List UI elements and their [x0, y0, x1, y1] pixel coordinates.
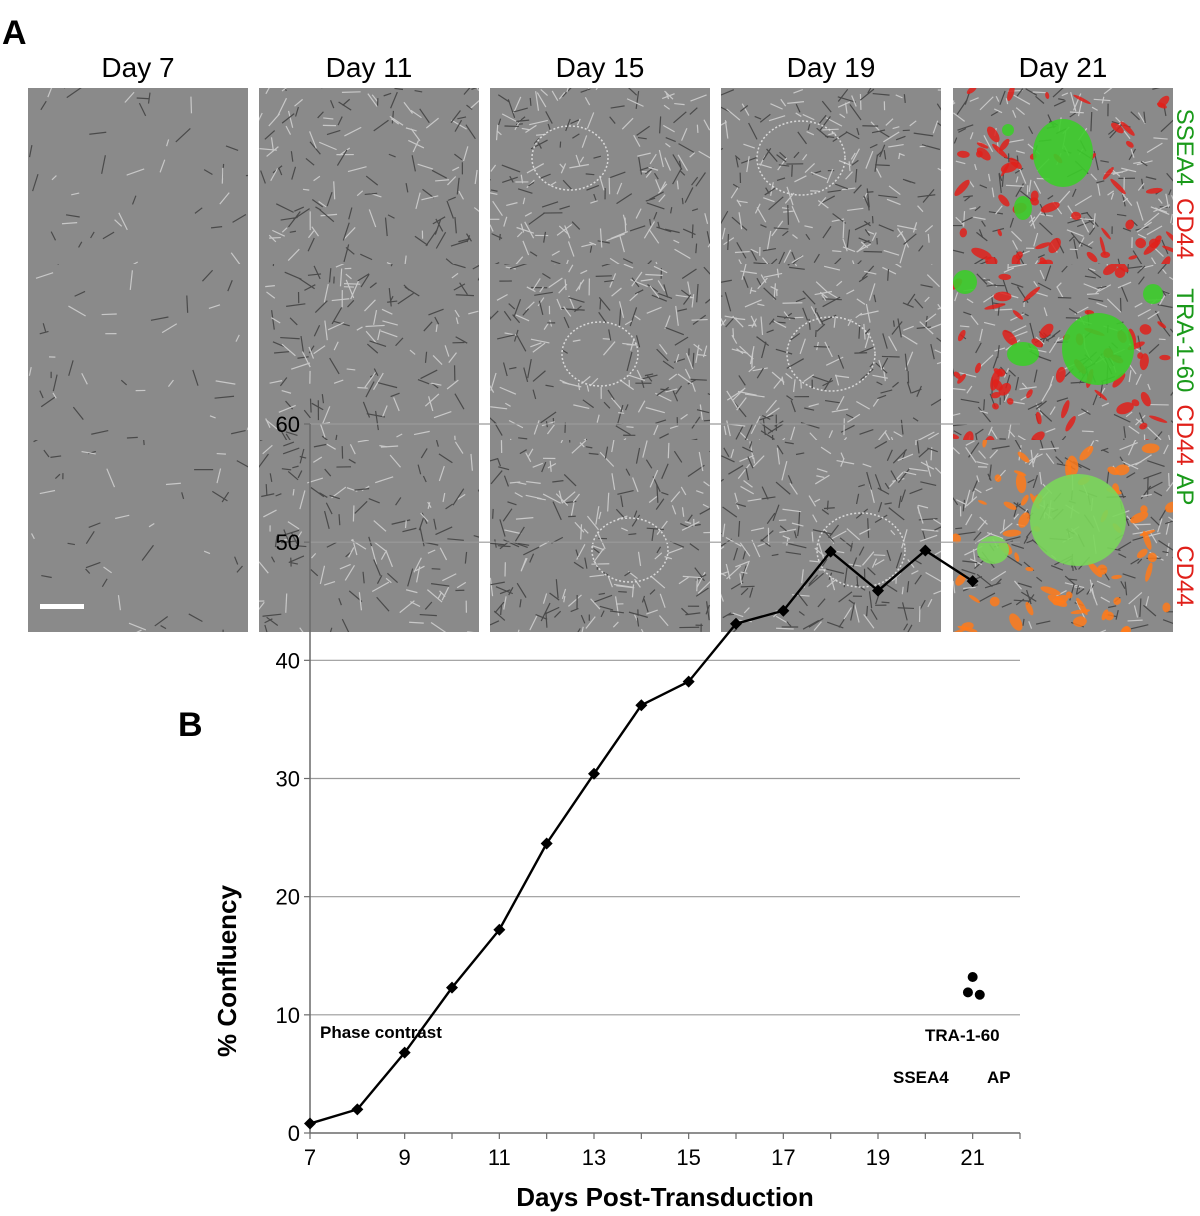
- data-point-day-8: [351, 1103, 364, 1116]
- data-point-day-21: [966, 575, 979, 588]
- annotation-phase-contrast: Phase contrast: [320, 1023, 442, 1042]
- point-ssea4: [962, 987, 973, 998]
- annotation-ap: AP: [987, 1068, 1011, 1087]
- y-tick-label-0: 0: [288, 1121, 300, 1146]
- x-tick-label-13: 13: [582, 1145, 606, 1170]
- micrograph-row-3-col-5: [953, 440, 1173, 632]
- micrograph-row-2-col-1: [28, 264, 248, 456]
- micrograph-row-2-col-5: [953, 264, 1173, 456]
- data-point-day-18: [824, 545, 837, 558]
- x-tick-label-15: 15: [676, 1145, 700, 1170]
- y-tick-label-30: 30: [276, 767, 300, 792]
- micrograph-row-1-col-2: [259, 88, 479, 280]
- x-tick-label-21: 21: [960, 1145, 984, 1170]
- y-axis-title: % Confluency: [212, 885, 242, 1057]
- column-label-day-15: Day 15: [555, 52, 645, 83]
- data-point-day-15: [682, 675, 695, 688]
- y-tick-label-10: 10: [276, 1003, 300, 1028]
- panel-b-letter: B: [178, 706, 203, 744]
- chart-points: [962, 972, 985, 1000]
- data-point-day-16: [730, 617, 742, 630]
- y-tick-label-50: 50: [276, 530, 300, 555]
- data-point-day-12: [540, 837, 553, 850]
- data-point-day-17: [777, 604, 790, 617]
- micrograph-row-1-col-1: [28, 88, 248, 280]
- point-tra-1-60: [967, 972, 978, 983]
- chart-gridlines: [310, 423, 1020, 1016]
- data-point-day-14: [635, 699, 648, 712]
- micrograph-row-1-col-5: [953, 88, 1173, 280]
- micrograph-row-3-col-3: [490, 440, 710, 632]
- micrograph-row-3-col-4: [721, 440, 941, 632]
- data-point-day-13: [588, 767, 600, 780]
- column-label-day-11: Day 11: [325, 52, 413, 83]
- x-tick-label-17: 17: [771, 1145, 795, 1170]
- column-label-day-19: Day 19: [786, 52, 876, 83]
- data-point-day-11: [493, 923, 506, 936]
- chart-series: [304, 544, 979, 1130]
- x-tick-label-7: 7: [304, 1145, 316, 1170]
- data-point-day-10: [446, 981, 458, 994]
- annotation-ssea4: SSEA4: [893, 1068, 949, 1087]
- data-point-day-20: [919, 544, 932, 557]
- data-point-day-19: [872, 584, 884, 597]
- column-label-day-7: Day 7: [101, 52, 175, 83]
- column-label-day-21: Day 21: [1018, 52, 1108, 83]
- micrograph-row-1-col-3: [490, 88, 710, 280]
- micrograph-row-1-col-4: [721, 88, 941, 280]
- panel-a-letter: A: [2, 14, 27, 52]
- y-tick-label-60: 60: [276, 412, 300, 437]
- y-tick-label-40: 40: [276, 648, 300, 673]
- micrograph-row-3-col-1: [28, 440, 248, 632]
- y-tick-label-20: 20: [276, 885, 300, 910]
- data-point-day-7: [304, 1117, 316, 1130]
- x-tick-label-19: 19: [866, 1145, 890, 1170]
- point-ap: [974, 989, 985, 1000]
- annotation-tra-1-60: TRA-1-60: [925, 1026, 1000, 1045]
- x-tick-label-11: 11: [488, 1145, 511, 1170]
- micrograph-row-3-col-2: [259, 440, 479, 632]
- x-tick-label-9: 9: [399, 1145, 411, 1170]
- chart-axes: 0 10 20 30 40 50 60 7 9 11 13 15 17 19 21: [276, 412, 1021, 1170]
- x-axis-title: Days Post-Transduction: [516, 1182, 814, 1212]
- data-point-day-9: [398, 1046, 411, 1059]
